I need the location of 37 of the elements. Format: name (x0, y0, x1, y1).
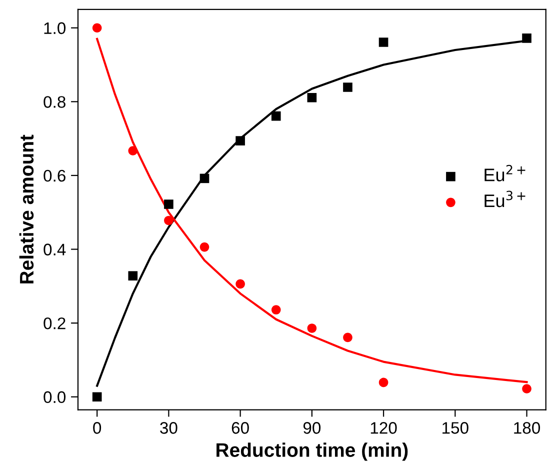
point (343, 332, 352, 342)
x-tick-label: 120 (370, 422, 397, 434)
point (307, 324, 317, 333)
legend-label: Eu$^{2+}$ (484, 164, 526, 182)
point (271, 111, 281, 121)
point (522, 384, 532, 394)
y-tick-label: 0.0 (44, 391, 66, 404)
point (200, 242, 210, 252)
point (92, 392, 102, 402)
point (271, 305, 281, 314)
y-tick-label: 0.4 (44, 244, 66, 256)
point (378, 378, 388, 388)
point (236, 136, 245, 146)
y-tick-label: 1.0 (44, 22, 66, 34)
x-tick-label: 150 (442, 422, 468, 434)
x-tick-label: 0 (93, 422, 102, 434)
x-tick-label: 60 (232, 422, 249, 434)
point (92, 23, 102, 33)
point (128, 271, 138, 280)
y-tick-label: 0.6 (44, 170, 66, 182)
x-tick-label: 90 (303, 422, 321, 434)
point (164, 216, 174, 226)
point (522, 34, 532, 43)
y-axis-title: Relative amount (19, 134, 34, 284)
x-tick-label: 30 (160, 422, 178, 434)
x-axis-title: Reduction time (min) (216, 442, 408, 461)
x-tick-label: 180 (514, 422, 540, 434)
point (378, 38, 388, 47)
point (164, 200, 174, 209)
legend-label: Eu$^{3+}$ (484, 190, 526, 208)
point (128, 146, 138, 156)
point (343, 82, 352, 92)
point (307, 92, 317, 102)
point (200, 174, 210, 184)
y-tick-label: 0.2 (44, 317, 66, 330)
point (236, 279, 245, 289)
y-tick-label: 0.8 (44, 96, 66, 108)
